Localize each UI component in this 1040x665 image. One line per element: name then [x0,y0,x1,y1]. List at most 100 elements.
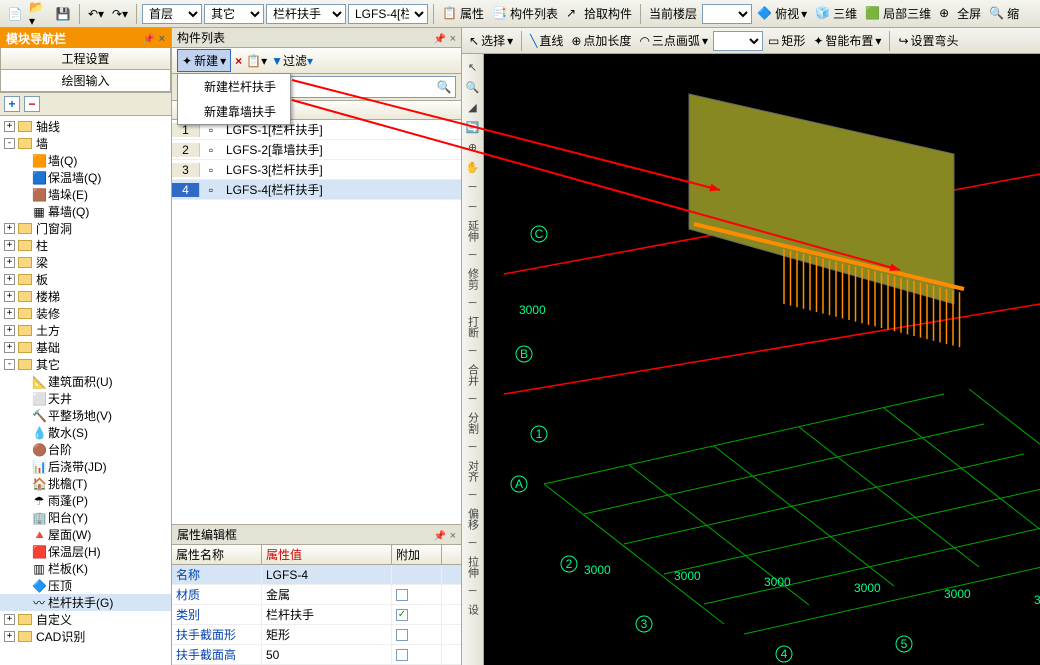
tree-node[interactable]: +装修 [0,305,171,322]
tree-node[interactable]: 🔷压顶 [0,577,171,594]
subcategory-combo[interactable]: 栏杆扶手 [266,4,346,24]
open-icon[interactable]: 📂▾ [28,3,50,25]
prop-row[interactable]: 类别栏杆扶手✓ [172,605,461,625]
vtool-icon[interactable]: ↖ [464,58,482,76]
tree-node[interactable]: -墙 [0,135,171,152]
tree-node[interactable]: +基础 [0,339,171,356]
tree-node[interactable]: ☂雨蓬(P) [0,492,171,509]
close-icon[interactable]: × [450,33,456,45]
prop-head-name: 属性名称 [172,545,262,564]
collapse-all-button[interactable]: − [24,96,40,112]
new-button[interactable]: ✦新建▾ [177,49,231,72]
svg-text:A: A [515,477,523,491]
viewport-toolbar: ↖🔍◢🔄⊕✋──延伸─修剪─打断─合并─分割─对齐─偏移─拉伸─设 [462,54,484,665]
search-icon[interactable]: 🔍 [433,77,455,97]
prop-head-value: 属性值 [262,545,392,564]
vtool-打断[interactable]: 打断 [464,314,482,340]
props-button[interactable]: 📋属性 [439,5,487,22]
tree-node[interactable]: +轴线 [0,118,171,135]
nav-tools: + − [0,92,171,116]
pick-button[interactable]: ↗拾取构件 [563,5,635,22]
tree-node[interactable]: 💧散水(S) [0,424,171,441]
vtool-设[interactable]: 设 [464,602,482,617]
tree-node[interactable]: +板 [0,271,171,288]
tree-node[interactable]: ▦幕墙(Q) [0,203,171,220]
3d-button[interactable]: 🧊三维 [812,5,860,22]
vtool-偏移[interactable]: 偏移 [464,506,482,532]
tree-node[interactable]: ⬜天井 [0,390,171,407]
zoom-button[interactable]: 🔍缩 [986,5,1022,22]
list-button[interactable]: 📑构件列表 [489,5,561,22]
undo-icon[interactable]: ↶▾ [85,3,107,25]
prop-row[interactable]: 扶手截面形矩形 [172,625,461,645]
tree-node[interactable]: +柱 [0,237,171,254]
tree-node[interactable]: +门窗洞 [0,220,171,237]
svg-text:3000: 3000 [674,569,701,583]
perspective-button[interactable]: 🔷俯视▾ [754,5,810,22]
tree-node[interactable]: 🔨平整场地(V) [0,407,171,424]
pin-icon[interactable]: 📌 [434,531,446,542]
tree-node[interactable]: +自定义 [0,611,171,628]
new-file-icon[interactable]: 📄 [4,3,26,25]
tree-node[interactable]: +梁 [0,254,171,271]
prop-row[interactable]: 名称LGFS-4 [172,565,461,585]
vtool-icon[interactable]: ─ [464,178,482,196]
tree-node[interactable]: +CAD识别 [0,628,171,645]
vtool-icon[interactable]: ✋ [464,158,482,176]
tree-node[interactable]: 🟦保温墙(Q) [0,169,171,186]
prop-row[interactable]: 材质金属 [172,585,461,605]
vtool-对齐[interactable]: 对齐 [464,458,482,484]
tree-node[interactable]: 〰栏杆扶手(G) [0,594,171,611]
tree-node[interactable]: 🔺屋面(W) [0,526,171,543]
close-icon[interactable]: × [159,33,165,45]
category-combo[interactable]: 其它 [204,4,264,24]
component-panel-head: 构件列表 📌 × [172,28,461,48]
vtool-拉伸[interactable]: 拉伸 [464,554,482,580]
vtool-合并[interactable]: 合并 [464,362,482,388]
tree-node[interactable]: 📐建筑面积(U) [0,373,171,390]
vtool-延伸[interactable]: 延伸 [464,218,482,244]
tree-node[interactable]: 🟧墙(Q) [0,152,171,169]
filter-button[interactable]: ▼过滤▾ [271,52,313,69]
new-wall-handrail-item[interactable]: 新建靠墙扶手 [178,99,290,124]
tree-node[interactable]: 🟫墙垛(E) [0,186,171,203]
tree-node[interactable]: -其它 [0,356,171,373]
tree-node[interactable]: 🏠挑檐(T) [0,475,171,492]
vtool-分割[interactable]: 分割 [464,410,482,436]
tree-node[interactable]: 📊后浇带(JD) [0,458,171,475]
tree-node[interactable]: 🟥保温层(H) [0,543,171,560]
tab-project[interactable]: 工程设置 [0,48,171,70]
pin-icon[interactable]: 📌 [143,34,155,45]
tree-node[interactable]: 🟤台阶 [0,441,171,458]
save-icon[interactable]: 💾 [52,3,74,25]
expand-all-button[interactable]: + [4,96,20,112]
vtool-icon[interactable]: 🔄 [464,118,482,136]
list-item[interactable]: 4▫LGFS-4[栏杆扶手] [172,180,461,200]
tree-node[interactable]: +楼梯 [0,288,171,305]
vtool-icon[interactable]: ⊕ [464,138,482,156]
svg-text:5: 5 [901,637,908,651]
copy-icon[interactable]: 📋▾ [246,54,267,68]
new-railing-item[interactable]: 新建栏杆扶手 [178,74,290,99]
redo-icon[interactable]: ↷▾ [109,3,131,25]
fullscreen-button[interactable]: ⊕全屏 [936,5,984,22]
delete-button[interactable]: × [235,54,242,68]
vtool-icon[interactable]: ◢ [464,98,482,116]
current-floor-combo[interactable] [702,4,752,24]
floor-combo[interactable]: 首层 [142,4,202,24]
tree-node[interactable]: ▥栏板(K) [0,560,171,577]
tree-node[interactable]: 🏢阳台(Y) [0,509,171,526]
tree-node[interactable]: +土方 [0,322,171,339]
pin-icon[interactable]: 📌 [434,34,446,45]
item-combo[interactable]: LGFS-4[栏 [348,4,428,24]
tab-draw[interactable]: 绘图输入 [0,70,171,92]
list-item[interactable]: 3▫LGFS-3[栏杆扶手] [172,160,461,180]
close-icon[interactable]: × [450,530,456,542]
local3d-button[interactable]: 🟩局部三维 [862,5,934,22]
canvas-3d[interactable]: CB1A23453000300030003000300030003000 [484,54,1040,665]
vtool-修剪[interactable]: 修剪 [464,266,482,292]
prop-row[interactable]: 扶手截面高50 [172,645,461,665]
property-panel: 属性编辑框 📌 × 属性名称 属性值 附加 名称LGFS-4材质金属类别栏杆扶手… [172,524,461,665]
vtool-icon[interactable]: 🔍 [464,78,482,96]
list-item[interactable]: 2▫LGFS-2[靠墙扶手] [172,140,461,160]
